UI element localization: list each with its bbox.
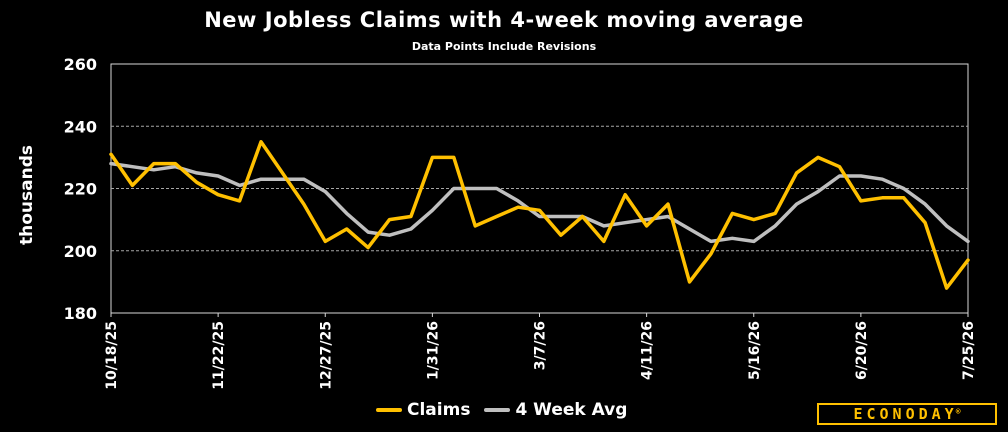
legend-swatch-avg [484,408,511,412]
x-tick-label: 4/11/26 [640,321,656,380]
y-tick-label: 220 [64,180,97,199]
y-tick-label: 200 [64,242,97,261]
y-tick-label: 240 [64,117,97,136]
claims-series-line [109,140,970,290]
chart-subtitle: Data Points Include Revisions [411,40,597,53]
legend: Claims 4 Week Avg [376,400,641,420]
x-tick-label: 1/31/26 [425,321,441,380]
brand-name: ECONODAY [853,405,958,423]
legend-swatch-claims [376,408,402,412]
legend-label-avg: 4 Week Avg [515,400,628,420]
avg-series-line [109,161,970,244]
legend-item-claims: Claims [376,400,470,420]
y-tick-label: 260 [64,55,97,74]
y-tick-label: 180 [64,304,97,323]
legend-item-avg: 4 Week Avg [484,400,627,420]
chart-title: New Jobless Claims with 4-week moving av… [204,8,804,32]
x-tick-label: 6/20/26 [854,321,870,380]
x-tick-label: 3/7/26 [533,321,549,370]
chart-plot: 180 200 220 240 260 10/18/25 11/22/25 12/27/25 1… [64,55,977,390]
x-tick-label: 5/16/26 [747,321,763,380]
registered-mark: ® [955,407,961,416]
x-tick-label: 12/27/25 [318,321,334,390]
plot-frame [110,63,969,314]
econoday-logo: ECONODAY ® [817,403,997,425]
legend-label-claims: Claims [407,400,471,420]
x-tick-label: 7/25/26 [961,321,977,380]
x-tick-label: 10/18/25 [104,321,120,390]
x-tick-label: 11/22/25 [211,321,227,390]
